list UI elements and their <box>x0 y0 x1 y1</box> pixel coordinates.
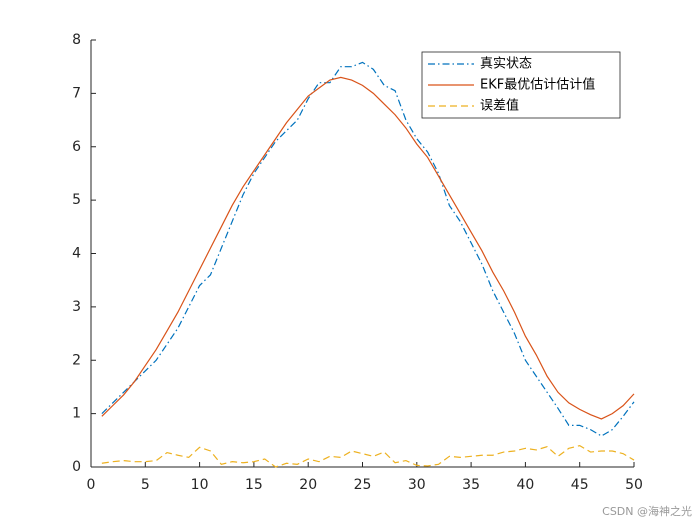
x-tick-label: 20 <box>299 477 317 493</box>
y-tick-label: 5 <box>72 192 81 208</box>
y-tick-label: 3 <box>72 299 81 315</box>
series-line <box>101 61 635 437</box>
x-tick-label: 5 <box>141 477 150 493</box>
legend-label: 真实状态 <box>480 57 532 72</box>
y-tick-label: 2 <box>72 352 81 368</box>
x-tick-label: 10 <box>191 477 209 493</box>
x-tick-label: 45 <box>571 477 589 493</box>
x-tick-label: 50 <box>625 477 643 493</box>
x-tick-label: 15 <box>245 477 263 493</box>
watermark: CSDN @海神之光 <box>602 504 692 518</box>
y-tick-label: 4 <box>72 246 81 262</box>
series-line <box>101 76 635 420</box>
series-line <box>101 445 635 468</box>
y-tick-label: 8 <box>72 32 81 48</box>
y-tick-label: 1 <box>72 406 81 422</box>
legend-box <box>421 51 621 119</box>
y-tick-label: 6 <box>72 139 81 155</box>
x-tick-label: 40 <box>516 477 534 493</box>
x-tick-label: 30 <box>408 477 426 493</box>
y-tick-label: 0 <box>72 459 81 475</box>
x-tick-label: 35 <box>462 477 480 493</box>
x-tick-label: 0 <box>87 477 96 493</box>
y-tick-label: 7 <box>72 85 81 101</box>
legend-label: EKF最优估计估计值 <box>480 77 595 93</box>
x-tick-label: 25 <box>354 477 372 493</box>
legend-label: 误差值 <box>480 98 519 114</box>
